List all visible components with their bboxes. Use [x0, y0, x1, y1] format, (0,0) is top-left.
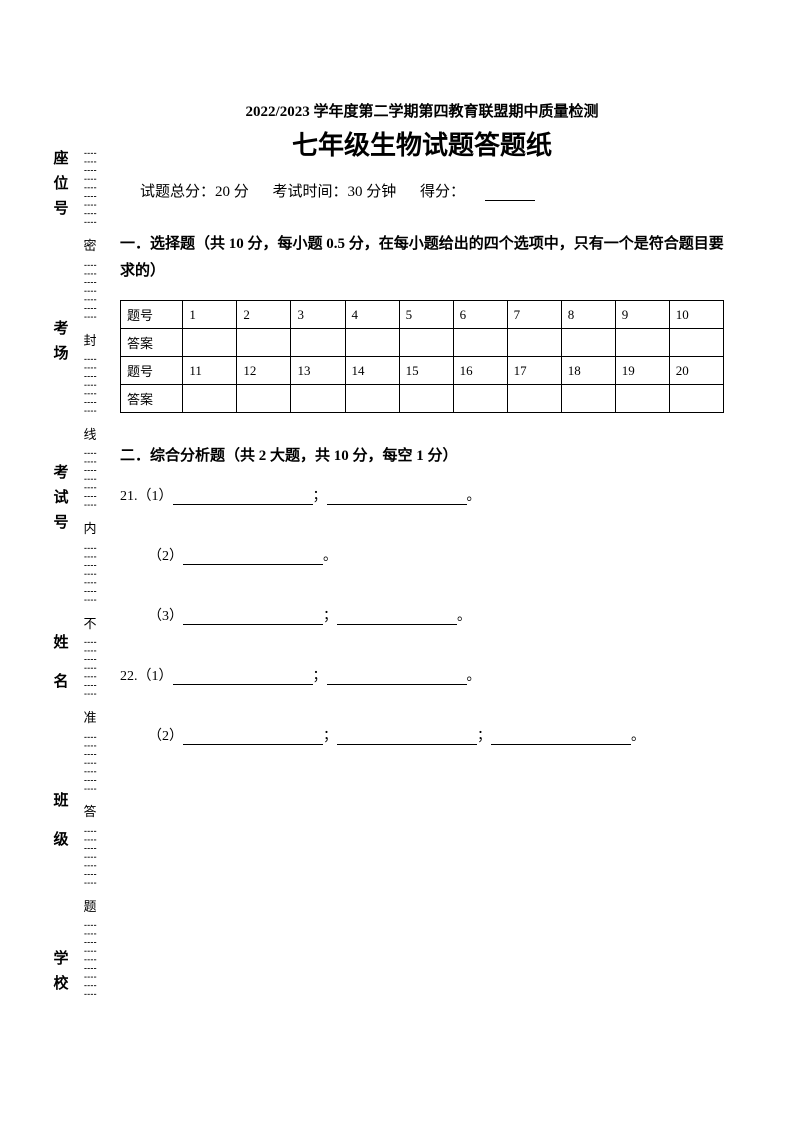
qnum-cell: 16	[453, 357, 507, 385]
qnum-cell: 13	[291, 357, 345, 385]
answer-cell[interactable]	[183, 385, 237, 413]
q-part: （2）	[148, 729, 183, 744]
header-title: 七年级生物试题答题纸	[120, 125, 724, 162]
page-content: 2022/2023 学年度第二学期第四教育联盟期中质量检测 七年级生物试题答题纸…	[0, 0, 794, 835]
answer-cell[interactable]	[345, 329, 399, 357]
q-prefix: 22.	[120, 669, 138, 685]
side-label-school: 学校	[50, 950, 71, 1000]
answer-blank[interactable]	[183, 729, 323, 745]
header-subtitle: 2022/2023 学年度第二学期第四教育联盟期中质量检测	[120, 100, 724, 121]
row-label: 答案	[121, 329, 183, 357]
score-label: 得分：	[420, 184, 465, 200]
answer-blank[interactable]	[491, 729, 631, 745]
separator: ；	[323, 729, 337, 744]
answer-cell[interactable]	[345, 385, 399, 413]
answer-table: 题号 1 2 3 4 5 6 7 8 9 10 答案 题号 11	[120, 300, 724, 413]
qnum-cell: 12	[237, 357, 291, 385]
answer-cell[interactable]	[237, 385, 291, 413]
answer-cell[interactable]	[291, 329, 345, 357]
qnum-cell: 14	[345, 357, 399, 385]
qnum-cell: 15	[399, 357, 453, 385]
answer-blank[interactable]	[183, 549, 323, 565]
answer-blank[interactable]	[337, 609, 457, 625]
answer-blank[interactable]	[183, 609, 323, 625]
answer-cell[interactable]	[453, 385, 507, 413]
q-part: （1）	[138, 489, 173, 504]
qnum-cell: 10	[669, 301, 723, 329]
end-punct: 。	[457, 609, 471, 624]
end-punct: 。	[631, 729, 645, 744]
qnum-cell: 1	[183, 301, 237, 329]
answer-cell[interactable]	[561, 329, 615, 357]
q-prefix: 21.	[120, 489, 138, 505]
qnum-cell: 17	[507, 357, 561, 385]
row-label: 题号	[121, 357, 183, 385]
answer-cell[interactable]	[237, 329, 291, 357]
q21-3: （3） ； 。	[120, 605, 724, 625]
table-row: 题号 1 2 3 4 5 6 7 8 9 10	[121, 301, 724, 329]
row-label: 题号	[121, 301, 183, 329]
q-part: （3）	[148, 609, 183, 624]
qnum-cell: 3	[291, 301, 345, 329]
table-row: 答案	[121, 329, 724, 357]
answer-cell[interactable]	[615, 329, 669, 357]
exam-info-line: 试题总分：20 分 考试时间：30 分钟 得分：	[120, 180, 724, 201]
qnum-cell: 7	[507, 301, 561, 329]
answer-blank[interactable]	[173, 669, 313, 685]
end-punct: 。	[467, 669, 481, 684]
seal-char: 题	[83, 896, 96, 915]
answer-cell[interactable]	[507, 385, 561, 413]
end-punct: 。	[323, 549, 337, 564]
qnum-cell: 6	[453, 301, 507, 329]
answer-cell[interactable]	[561, 385, 615, 413]
q22-2: （2） ； ； 。	[120, 725, 724, 745]
answer-cell[interactable]	[399, 385, 453, 413]
qnum-cell: 4	[345, 301, 399, 329]
section2-title: 二．综合分析题（共 2 大题，共 10 分，每空 1 分）	[120, 443, 724, 470]
table-row: 题号 11 12 13 14 15 16 17 18 19 20	[121, 357, 724, 385]
answer-cell[interactable]	[453, 329, 507, 357]
dotted-seg: ┊┊┊┊┊┊┊	[84, 828, 97, 888]
qnum-cell: 8	[561, 301, 615, 329]
qnum-cell: 2	[237, 301, 291, 329]
qnum-cell: 9	[615, 301, 669, 329]
q-part: （1）	[138, 669, 173, 684]
q22-1: 22.（1） ； 。	[120, 665, 724, 685]
table-row: 答案	[121, 385, 724, 413]
dotted-seg: ┊┊┊┊┊┊┊┊┊	[84, 922, 97, 1000]
separator: ；	[323, 609, 337, 624]
qnum-cell: 18	[561, 357, 615, 385]
separator: ；	[477, 729, 491, 744]
answer-cell[interactable]	[669, 385, 723, 413]
answer-blank[interactable]	[337, 729, 477, 745]
time-label: 考试时间：30 分钟	[273, 184, 397, 200]
separator: ；	[313, 669, 327, 684]
qnum-cell: 5	[399, 301, 453, 329]
answer-cell[interactable]	[183, 329, 237, 357]
total-score-label: 试题总分：20 分	[140, 184, 249, 200]
answer-cell[interactable]	[507, 329, 561, 357]
answer-cell[interactable]	[669, 329, 723, 357]
answer-cell[interactable]	[615, 385, 669, 413]
separator: ；	[313, 489, 327, 504]
answer-blank[interactable]	[173, 489, 313, 505]
score-blank[interactable]	[485, 200, 535, 201]
q21-1: 21.（1） ； 。	[120, 485, 724, 505]
q-part: （2）	[148, 549, 183, 564]
answer-cell[interactable]	[399, 329, 453, 357]
qnum-cell: 11	[183, 357, 237, 385]
qnum-cell: 19	[615, 357, 669, 385]
qnum-cell: 20	[669, 357, 723, 385]
row-label: 答案	[121, 385, 183, 413]
section1-title: 一．选择题（共 10 分，每小题 0.5 分，在每小题给出的四个选项中，只有一个…	[120, 231, 724, 285]
answer-cell[interactable]	[291, 385, 345, 413]
answer-blank[interactable]	[327, 489, 467, 505]
end-punct: 。	[467, 489, 481, 504]
answer-blank[interactable]	[327, 669, 467, 685]
q21-2: （2） 。	[120, 545, 724, 565]
